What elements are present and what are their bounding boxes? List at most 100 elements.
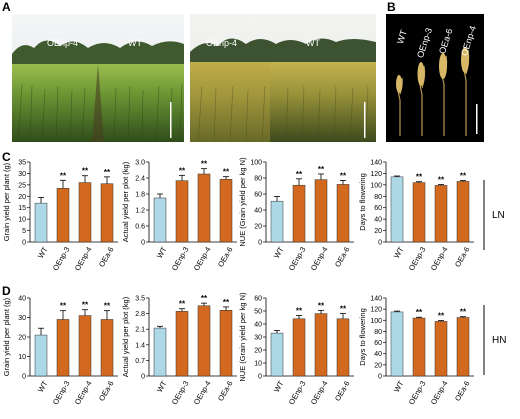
significance-label: **	[460, 308, 467, 317]
x-tick-label: OEnp-4	[73, 245, 94, 272]
bar	[292, 184, 306, 243]
y-tick-label: 2.1	[135, 327, 145, 334]
y-tick-label: 40	[18, 296, 26, 303]
significance-label: **	[223, 298, 230, 307]
y-tick-label: 1.4	[135, 342, 145, 349]
panel-letter-d: D	[2, 284, 11, 298]
y-tick-label: 40	[254, 322, 262, 329]
x-tick-label: OEnp-4	[309, 379, 330, 406]
y-tick-label: 3.5	[135, 296, 145, 303]
significance-label: **	[82, 167, 89, 176]
photo2-label-oenp4: OEnp-4	[206, 38, 238, 48]
y-axis-label: Actual yield per plot (kg)	[121, 161, 130, 242]
field-photo-ripening	[190, 14, 376, 142]
y-tick-label: 0	[378, 374, 382, 381]
bar	[292, 318, 306, 377]
x-tick-label: OEnp-3	[287, 245, 308, 272]
y-tick-label: 1.8	[135, 192, 145, 199]
chart-d-3: 0 10 20 30 40 50 60 NUE (Grain yield per kg N) W…	[238, 292, 354, 406]
photo1-label-oenp4: OEnp-4	[47, 38, 79, 48]
y-axis-label: NUE (Grain yield per kg N)	[238, 157, 247, 247]
x-tick-label: OEa-6	[97, 245, 116, 268]
y-tick-label: 20	[18, 194, 26, 201]
y-tick-label: 60	[254, 192, 262, 199]
chart-c-2: 0 0.6 1.2 1.8 2.4 3.0 Actual yield per plot (k…	[121, 160, 237, 272]
y-tick-label: 20	[18, 335, 26, 342]
y-tick-label: 0.6	[135, 224, 145, 231]
y-tick-label: 35	[18, 160, 26, 167]
y-tick-label: 10	[254, 361, 262, 368]
significance-label: **	[82, 301, 89, 310]
bar	[336, 184, 350, 243]
y-tick-label: 60	[374, 340, 382, 347]
x-tick-label: WT	[36, 245, 50, 260]
significance-label: **	[296, 170, 303, 179]
bar	[456, 317, 470, 377]
significance-label: **	[438, 312, 445, 321]
y-tick-label: 80	[254, 176, 262, 183]
y-tick-label: 60	[374, 205, 382, 212]
bar	[56, 319, 70, 377]
y-tick-label: 25	[18, 182, 26, 189]
bar	[34, 202, 48, 243]
bar	[56, 188, 70, 243]
bar	[219, 310, 233, 377]
y-tick-label: 0	[258, 374, 262, 381]
y-axis-label: Days to flowering	[358, 308, 367, 366]
bar	[100, 319, 114, 377]
y-tick-label: 60	[254, 296, 262, 303]
x-tick-label: WT	[155, 379, 169, 394]
y-tick-label: 0.7	[135, 358, 145, 365]
y-tick-label: 40	[374, 217, 382, 224]
panicle-photo	[386, 14, 484, 142]
bar	[34, 334, 48, 377]
significance-label: **	[60, 171, 67, 180]
x-tick-label: WT	[392, 379, 406, 394]
x-tick-label: WT	[272, 245, 286, 260]
bar	[78, 315, 92, 377]
photo2-label-wt: WT	[306, 38, 320, 48]
x-tick-label: OEnp-4	[192, 245, 213, 272]
bar	[390, 311, 404, 377]
x-tick-label: OEa-6	[333, 245, 352, 268]
y-axis-label: Days to flowering	[358, 173, 367, 231]
significance-label: **	[340, 305, 347, 314]
bar	[175, 180, 189, 243]
bar	[434, 321, 448, 377]
bar	[197, 173, 211, 243]
x-tick-label: OEa-6	[216, 245, 235, 268]
significance-label: **	[60, 302, 67, 311]
significance-label: **	[416, 173, 423, 182]
x-tick-label: OEnp-3	[51, 245, 72, 272]
significance-label: **	[318, 301, 325, 310]
x-tick-label: OEnp-4	[192, 379, 213, 406]
bar	[197, 305, 211, 377]
condition-label-ln: LN	[492, 210, 505, 221]
significance-label: **	[340, 171, 347, 180]
y-tick-label: 20	[374, 362, 382, 369]
chart-c-1: 0 5 10 15 20 25 30 35 Grain yield per plant (g) W…	[2, 160, 118, 272]
y-tick-label: 2.8	[135, 311, 145, 318]
x-tick-label: OEa-6	[97, 379, 116, 402]
significance-label: **	[104, 302, 111, 311]
x-tick-label: OEnp-4	[429, 379, 450, 406]
bar	[175, 311, 189, 377]
y-tick-label: 0	[141, 240, 145, 247]
y-tick-label: 20	[254, 224, 262, 231]
significance-label: **	[438, 176, 445, 185]
significance-label: **	[201, 294, 208, 303]
y-axis-label: Grain yield per plant (g)	[2, 162, 11, 241]
bar	[219, 179, 233, 243]
x-tick-label: OEnp-3	[170, 245, 191, 272]
x-tick-label: WT	[155, 245, 169, 260]
panel-letter-b: B	[387, 0, 396, 14]
bar	[78, 182, 92, 243]
x-tick-label: OEa-6	[453, 379, 472, 402]
chart-d-1: 0 10 20 30 40 Grain yield per plant (g) WT ** OE…	[2, 296, 118, 406]
y-tick-label: 5	[22, 228, 26, 235]
bar	[336, 318, 350, 377]
